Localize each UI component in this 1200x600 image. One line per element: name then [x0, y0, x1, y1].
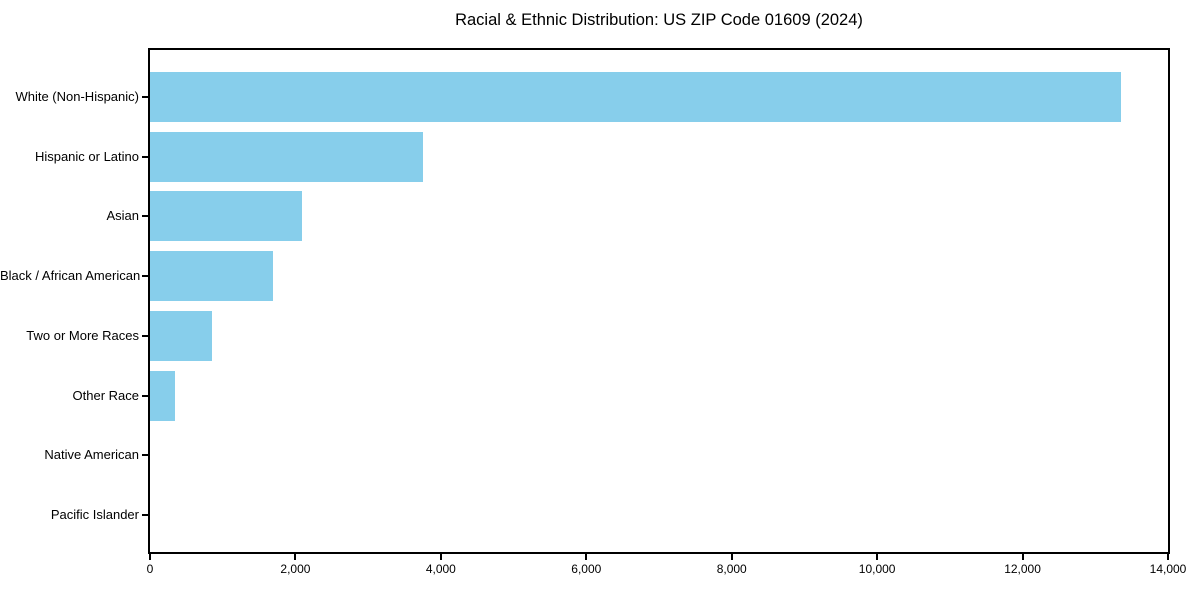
bar [150, 72, 1121, 122]
plot-area [148, 48, 1170, 554]
bar [150, 131, 424, 182]
x-tick [876, 554, 879, 560]
x-tick [1167, 554, 1169, 560]
category-label: Native American [44, 447, 139, 463]
x-tick [294, 554, 297, 560]
x-tick [1021, 554, 1024, 560]
chart-title: Racial & Ethnic Distribution: US ZIP Cod… [455, 11, 863, 29]
y-tick [142, 454, 148, 457]
x-tick [730, 554, 733, 560]
y-tick [142, 96, 148, 98]
x-tick [439, 554, 442, 560]
x-tick-label: 4,000 [425, 562, 456, 576]
x-tick-label: 10,000 [858, 562, 896, 576]
y-tick [142, 334, 148, 337]
category-label: Asian [106, 208, 139, 224]
x-tick [585, 554, 588, 560]
x-tick-label: 2,000 [280, 562, 311, 576]
y-tick [142, 394, 148, 397]
bar [150, 191, 302, 242]
bar [150, 251, 273, 302]
bar [150, 310, 212, 361]
y-tick [142, 275, 148, 278]
category-label: Pacific Islander [50, 506, 139, 522]
category-label: Other Race [72, 387, 139, 403]
category-label: Two or More Races [26, 327, 139, 343]
x-tick-label: 6,000 [571, 562, 602, 576]
category-label: Black / African American [0, 268, 141, 284]
bar [150, 370, 175, 421]
y-tick [142, 155, 148, 158]
y-tick [142, 215, 148, 218]
y-tick [142, 513, 148, 516]
category-label: Hispanic or Latino [34, 148, 139, 164]
x-tick-label: 8,000 [716, 562, 747, 576]
x-tick-label: 0 [146, 562, 154, 576]
x-tick-label: 12,000 [1004, 562, 1041, 576]
category-label: White (Non-Hispanic) [15, 89, 139, 104]
x-tick [149, 554, 151, 560]
x-tick-label: 14,000 [1149, 562, 1187, 576]
